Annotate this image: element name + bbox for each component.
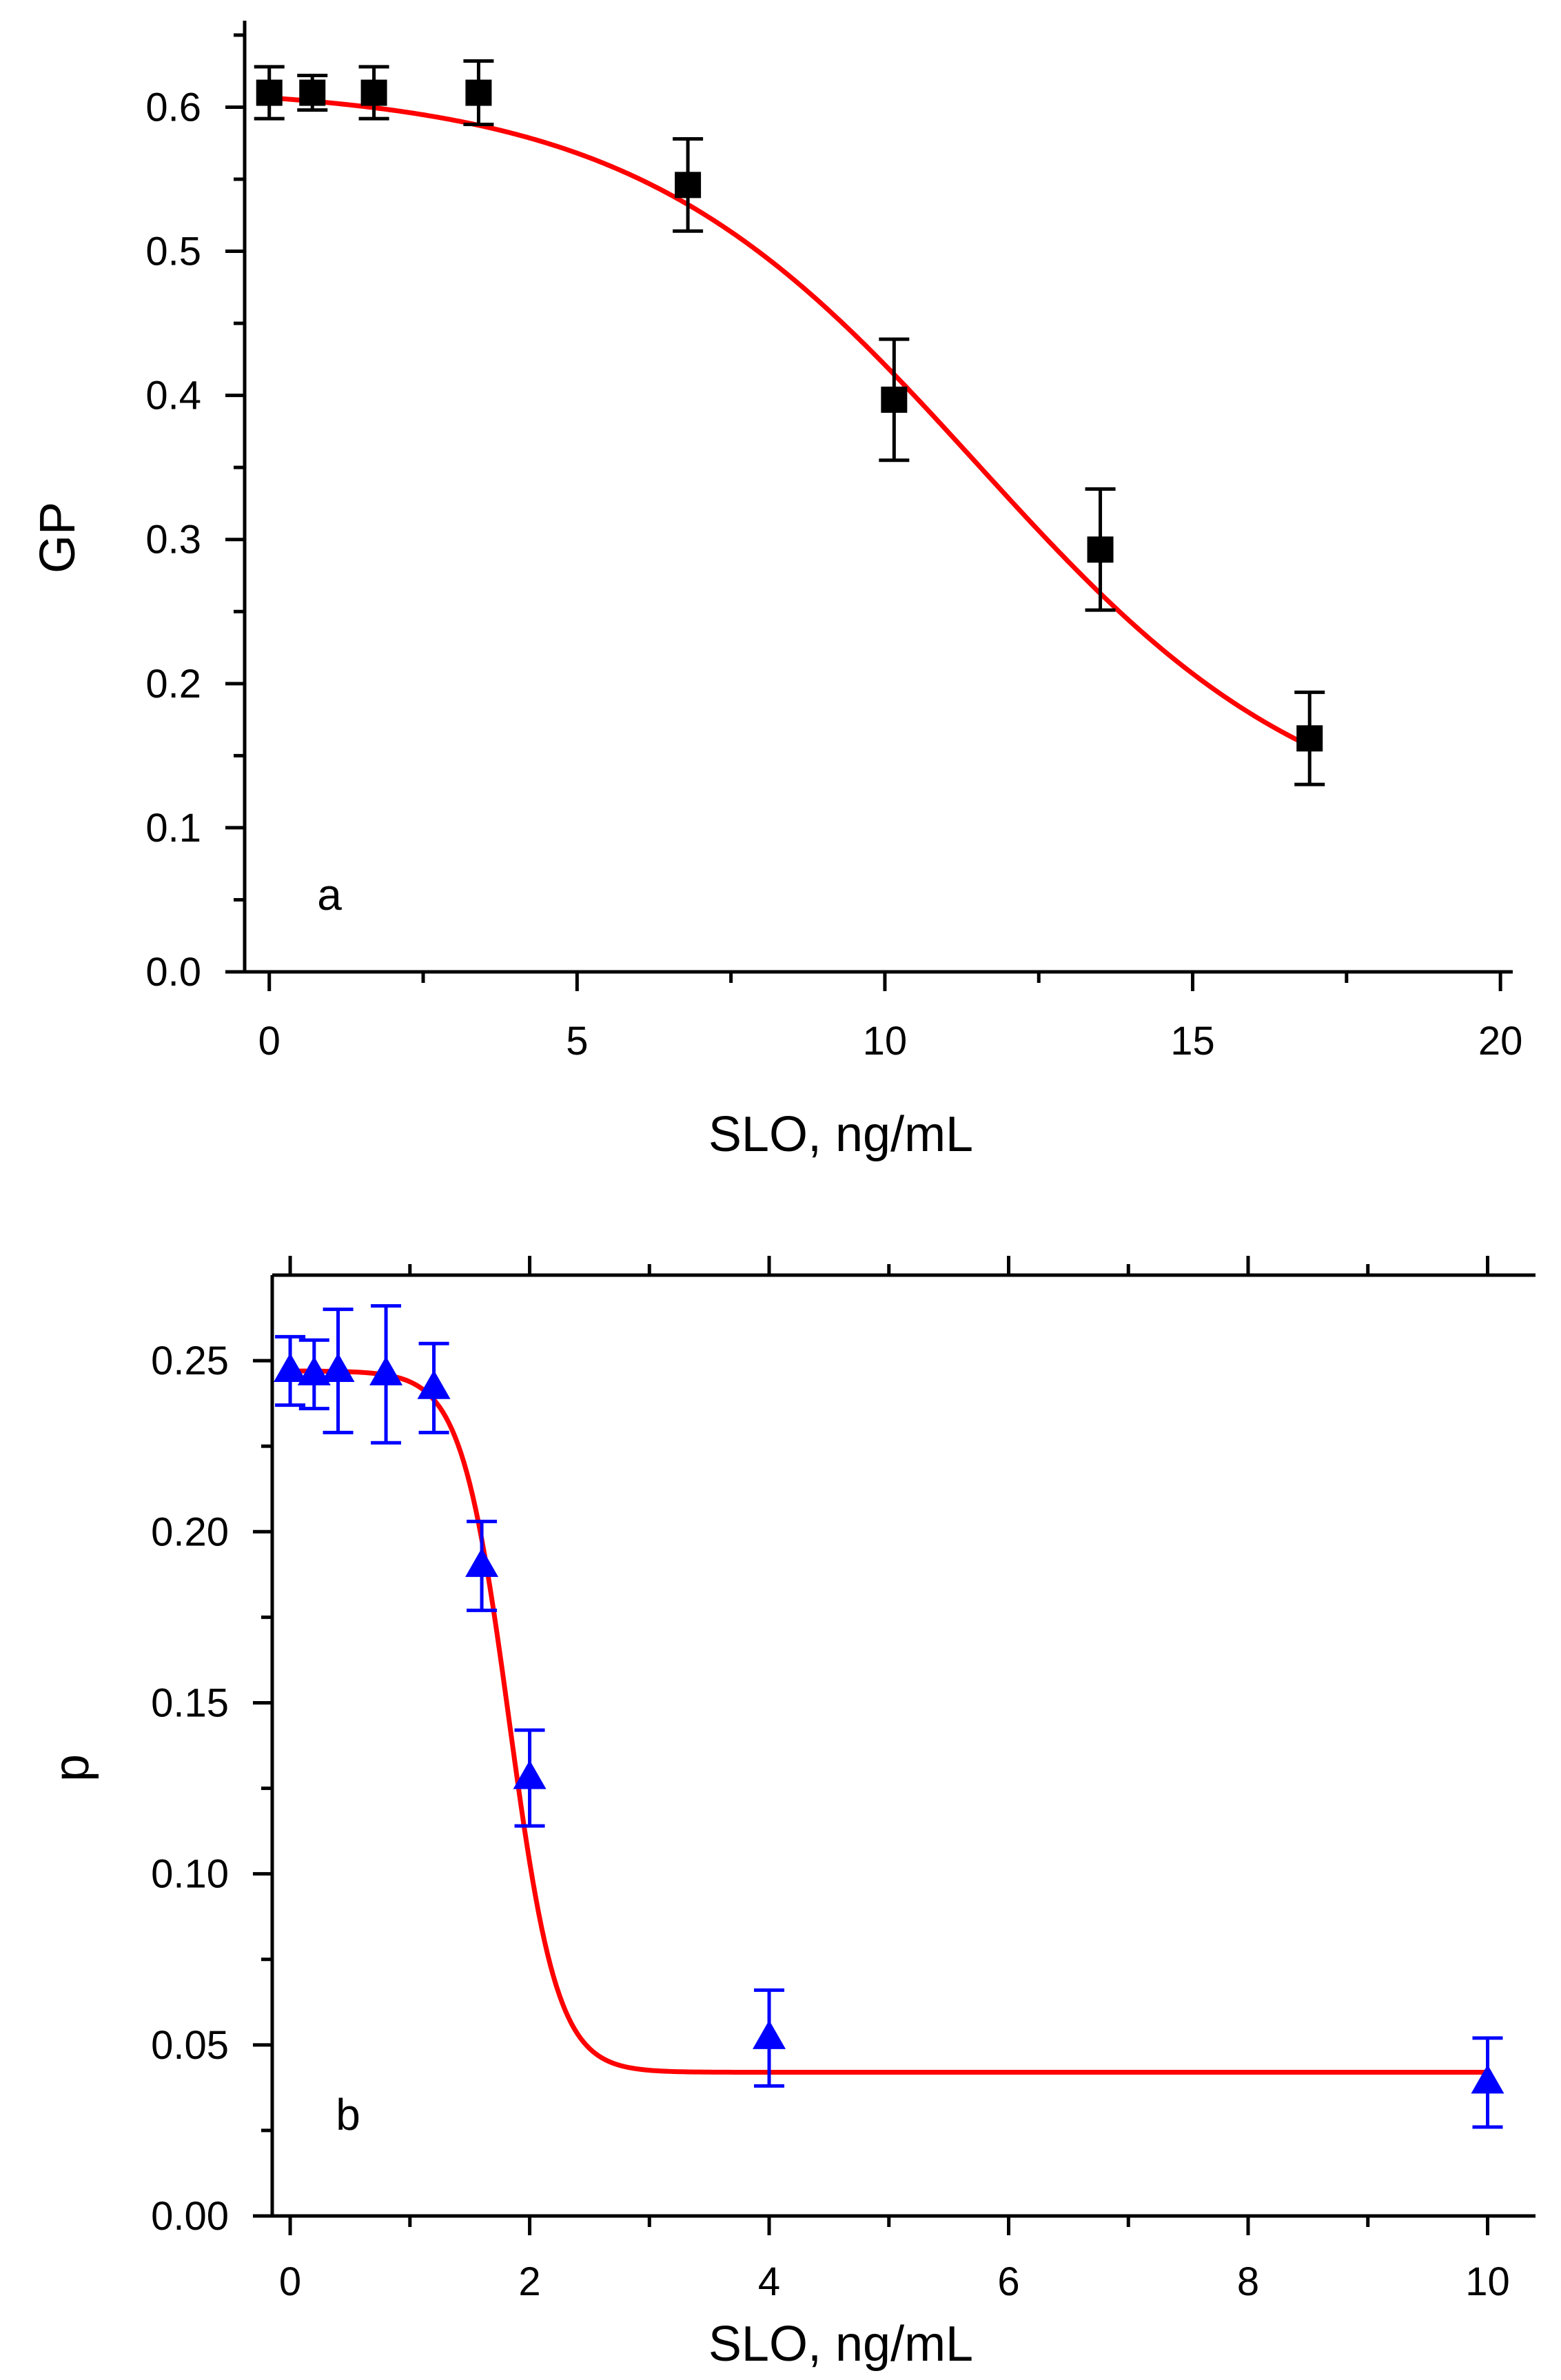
panel-a-x-axis-title: SLO, ng/mL bbox=[708, 1107, 973, 1162]
panel-b-y-tick-label: 0.20 bbox=[151, 1509, 229, 1554]
panel-a-data-point bbox=[299, 79, 326, 106]
panel-a-fit bbox=[269, 95, 1311, 749]
panel-b-markers bbox=[274, 1352, 1504, 2094]
panel-b-fit-curve bbox=[290, 1368, 1488, 2075]
panel-a-label: a bbox=[317, 870, 342, 919]
panel-a-y-tick-label: 0.1 bbox=[145, 806, 201, 851]
panel-b-ticks bbox=[253, 1256, 1490, 2235]
panel-a-axes bbox=[243, 21, 1513, 974]
panel-a-y-tick-label: 0.5 bbox=[145, 230, 201, 274]
panel-b-x-tick-label: 6 bbox=[997, 2259, 1019, 2304]
panel-a-ticks bbox=[225, 33, 1502, 991]
panel-b-y-tick-label: 0.15 bbox=[151, 1680, 229, 1725]
panel-b-y-tick-label: 0.25 bbox=[151, 1339, 229, 1383]
panel-a-data-point bbox=[675, 172, 702, 199]
panel-a-fit-curve bbox=[269, 95, 1311, 749]
panel-a: 0 5 10 15 20 0.0 0.1 0.2 0.3 0.4 0.5 0.6 SLO, ng/mL… bbox=[30, 21, 1522, 1162]
panel-a-data-point bbox=[881, 386, 908, 413]
panel-b-y-tick-label: 0.10 bbox=[151, 1852, 229, 1897]
panel-a-data-point bbox=[360, 79, 387, 106]
panel-a-y-tick-label: 0.3 bbox=[145, 518, 201, 562]
panel-b-x-tick-label: 8 bbox=[1237, 2259, 1259, 2304]
panel-b-x-tick-label: 0 bbox=[279, 2259, 301, 2304]
panel-a-x-tick-label: 10 bbox=[863, 1019, 908, 1064]
panel-a-markers bbox=[256, 79, 1323, 752]
panel-a-x-tick-label: 5 bbox=[566, 1019, 588, 1064]
panel-a-y-tick-label: 0.4 bbox=[145, 374, 201, 418]
panel-b-tick-labels: 0 2 4 6 8 10 0.00 0.05 0.10 0.15 0.20 0.25 bbox=[151, 1339, 1510, 2304]
panel-b-data-point bbox=[513, 1760, 547, 1789]
panel-b-x-axis-title: SLO, ng/mL bbox=[708, 2317, 973, 2372]
panel-a-data-point bbox=[1087, 536, 1114, 563]
panel-b-data-point bbox=[465, 1547, 499, 1577]
panel-b-data-point bbox=[1471, 2064, 1504, 2094]
panel-a-data-point bbox=[256, 79, 283, 106]
panel-b-x-tick-label: 2 bbox=[518, 2259, 540, 2304]
panel-a-data-point bbox=[465, 79, 492, 106]
panel-a-data-point bbox=[1296, 725, 1323, 752]
panel-a-y-axis-title: GP bbox=[30, 502, 85, 573]
panel-a-x-tick-label: 15 bbox=[1170, 1019, 1215, 1064]
panel-b-data-point bbox=[274, 1352, 307, 1382]
panel-b-fit bbox=[290, 1368, 1488, 2075]
panel-a-x-tick-label: 0 bbox=[258, 1019, 280, 1064]
panel-b-label: b bbox=[336, 2090, 360, 2139]
panel-b-axes bbox=[270, 1273, 1536, 2218]
panel-a-y-tick-label: 0.0 bbox=[145, 950, 201, 995]
panel-b-y-axis-title: p bbox=[44, 1754, 99, 1782]
panel-a-y-tick-label: 0.2 bbox=[145, 662, 201, 706]
panel-b-data-point bbox=[321, 1352, 355, 1382]
panel-b-data-point bbox=[417, 1370, 451, 1399]
panel-a-y-tick-label: 0.6 bbox=[145, 85, 201, 130]
panel-b-data-point bbox=[297, 1356, 331, 1385]
panel-a-x-tick-label: 20 bbox=[1478, 1019, 1523, 1064]
panel-b-y-tick-label: 0.05 bbox=[151, 2023, 229, 2068]
panel-b: 0 2 4 6 8 10 0.00 0.05 0.10 0.15 0.20 0.25 SLO, ng/… bbox=[44, 1256, 1536, 2372]
panel-a-tick-labels: 0 5 10 15 20 0.0 0.1 0.2 0.3 0.4 0.5 0.6 bbox=[145, 85, 1522, 1064]
panel-b-x-tick-label: 10 bbox=[1465, 2259, 1510, 2304]
panel-b-x-tick-label: 4 bbox=[758, 2259, 780, 2304]
panel-b-y-tick-label: 0.00 bbox=[151, 2194, 229, 2239]
panel-b-data-point bbox=[753, 2020, 786, 2049]
panel-b-data-point bbox=[369, 1356, 403, 1385]
